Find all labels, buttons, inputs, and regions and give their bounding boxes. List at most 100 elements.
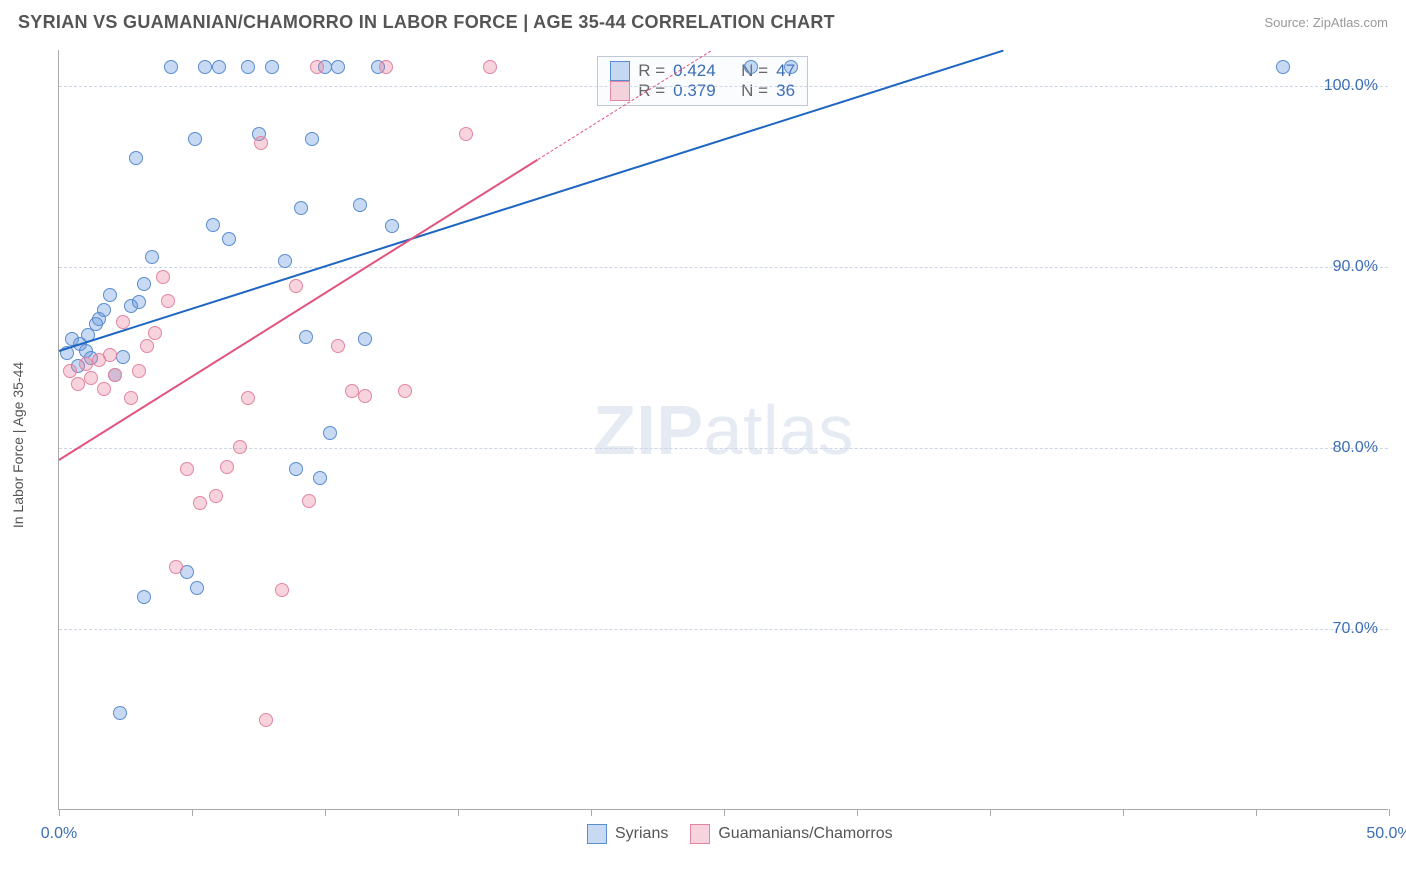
y-tick-label: 80.0%: [1333, 439, 1378, 457]
legend-swatch: [610, 61, 630, 81]
scatter-point: [744, 60, 758, 74]
x-tick: [458, 809, 459, 816]
scatter-point: [459, 127, 473, 141]
legend-series: Syrians Guamanians/Chamorros: [587, 824, 893, 844]
scatter-point: [124, 391, 138, 405]
x-tick: [325, 809, 326, 816]
scatter-point: [193, 496, 207, 510]
scatter-point: [188, 132, 202, 146]
scatter-point: [108, 368, 122, 382]
chart-title: SYRIAN VS GUAMANIAN/CHAMORRO IN LABOR FO…: [18, 12, 835, 33]
gridline-h: [59, 448, 1388, 449]
trend-line: [59, 50, 1004, 352]
x-tick: [1389, 809, 1390, 816]
x-tick: [192, 809, 193, 816]
r-label: R =: [638, 61, 665, 81]
scatter-point: [220, 460, 234, 474]
scatter-point: [385, 219, 399, 233]
scatter-point: [331, 339, 345, 353]
scatter-point: [190, 581, 204, 595]
scatter-point: [233, 440, 247, 454]
x-tick: [591, 809, 592, 816]
x-tick: [59, 809, 60, 816]
scatter-point: [331, 60, 345, 74]
scatter-point: [79, 357, 93, 371]
r-label: R =: [638, 81, 665, 101]
legend-stats: R = 0.424 N = 47R = 0.379 N = 36: [597, 56, 808, 106]
scatter-point: [206, 218, 220, 232]
gridline-h: [59, 86, 1388, 87]
scatter-point: [302, 494, 316, 508]
legend-stats-row: R = 0.424 N = 47: [610, 61, 795, 81]
scatter-point: [103, 348, 117, 362]
scatter-point: [145, 250, 159, 264]
scatter-point: [313, 471, 327, 485]
x-tick: [1256, 809, 1257, 816]
n-value: 36: [776, 81, 795, 101]
n-label: N =: [741, 81, 768, 101]
legend-swatch: [690, 824, 710, 844]
scatter-point: [299, 330, 313, 344]
y-axis-label: In Labor Force | Age 35-44: [10, 362, 26, 528]
scatter-point: [310, 60, 324, 74]
x-tick-label: 0.0%: [41, 825, 77, 843]
scatter-point: [784, 60, 798, 74]
scatter-point: [71, 377, 85, 391]
legend-stats-row: R = 0.379 N = 36: [610, 81, 795, 101]
scatter-point: [132, 364, 146, 378]
source-label: Source: ZipAtlas.com: [1264, 15, 1388, 30]
scatter-point: [483, 60, 497, 74]
scatter-point: [275, 583, 289, 597]
legend-series-label: Syrians: [615, 825, 668, 843]
x-tick: [1123, 809, 1124, 816]
scatter-point: [198, 60, 212, 74]
scatter-point: [97, 382, 111, 396]
scatter-point: [137, 277, 151, 291]
plot-area: ZIPatlas R = 0.424 N = 47R = 0.379 N = 3…: [58, 50, 1388, 810]
scatter-point: [353, 198, 367, 212]
scatter-point: [241, 391, 255, 405]
scatter-point: [212, 60, 226, 74]
scatter-point: [209, 489, 223, 503]
legend-swatch: [610, 81, 630, 101]
scatter-point: [97, 303, 111, 317]
y-tick-label: 70.0%: [1333, 620, 1378, 638]
scatter-point: [259, 713, 273, 727]
scatter-point: [379, 60, 393, 74]
scatter-point: [289, 279, 303, 293]
scatter-point: [148, 326, 162, 340]
y-tick-label: 90.0%: [1333, 258, 1378, 276]
scatter-point: [129, 151, 143, 165]
scatter-point: [63, 364, 77, 378]
scatter-point: [323, 426, 337, 440]
scatter-point: [294, 201, 308, 215]
gridline-h: [59, 629, 1388, 630]
legend-series-item: Guamanians/Chamorros: [690, 824, 892, 844]
scatter-point: [164, 60, 178, 74]
x-tick-label: 50.0%: [1366, 825, 1406, 843]
scatter-point: [116, 350, 130, 364]
scatter-point: [84, 371, 98, 385]
scatter-point: [254, 136, 268, 150]
x-tick: [990, 809, 991, 816]
scatter-point: [345, 384, 359, 398]
scatter-point: [358, 389, 372, 403]
x-tick: [857, 809, 858, 816]
scatter-point: [103, 288, 117, 302]
x-tick: [724, 809, 725, 816]
scatter-point: [289, 462, 303, 476]
scatter-point: [222, 232, 236, 246]
scatter-point: [116, 315, 130, 329]
scatter-point: [398, 384, 412, 398]
watermark-thin: atlas: [704, 391, 854, 469]
watermark-bold: ZIP: [593, 391, 703, 469]
scatter-point: [132, 295, 146, 309]
scatter-point: [265, 60, 279, 74]
scatter-point: [140, 339, 154, 353]
scatter-point: [161, 294, 175, 308]
scatter-point: [1276, 60, 1290, 74]
legend-swatch: [587, 824, 607, 844]
scatter-point: [241, 60, 255, 74]
scatter-point: [113, 706, 127, 720]
scatter-point: [156, 270, 170, 284]
